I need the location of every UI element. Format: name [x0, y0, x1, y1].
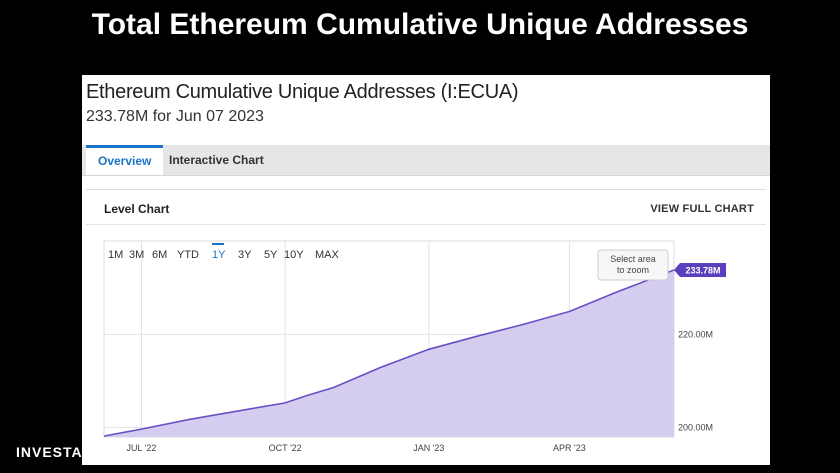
x-tick-label: JUL '22	[127, 443, 157, 453]
tab-bar: Overview Interactive Chart	[82, 145, 770, 176]
brand-logo-text: INVESTA	[16, 444, 83, 460]
range-button-10y[interactable]: 10Y	[284, 249, 304, 261]
range-button-ytd[interactable]: YTD	[177, 249, 199, 261]
card-subtitle: 233.78M for Jun 07 2023	[86, 108, 264, 125]
last-value-pointer	[674, 263, 680, 278]
series-line	[103, 269, 675, 437]
range-button-1y[interactable]: 1Y	[212, 249, 226, 261]
chart-card: Ethereum Cumulative Unique Addresses (I:…	[82, 75, 770, 465]
slide-title: Total Ethereum Cumulative Unique Address…	[91, 8, 749, 41]
chart-panel: Level Chart VIEW FULL CHART 1M 3M 6M YTD 1Y 3…	[86, 189, 766, 465]
zoom-hint-line1: Select area	[610, 254, 656, 264]
range-button-1m[interactable]: 1M	[108, 249, 123, 261]
card-title: Ethereum Cumulative Unique Addresses (I:…	[86, 81, 519, 103]
range-button-6m[interactable]: 6M	[152, 249, 167, 261]
range-button-3y[interactable]: 3Y	[238, 249, 252, 261]
x-tick-label: JAN '23	[413, 443, 444, 453]
view-full-chart-link[interactable]: VIEW FULL CHART	[650, 203, 754, 215]
zoom-hint-line2: to zoom	[617, 265, 649, 275]
x-tick-label: OCT '22	[269, 443, 302, 453]
series-area	[104, 270, 674, 437]
level-chart[interactable]: 1M 3M 6M YTD 1Y 3Y 5Y 10Y MAX Select area to zoo…	[86, 190, 766, 465]
range-button-max[interactable]: MAX	[315, 249, 340, 261]
range-button-3m[interactable]: 3M	[129, 249, 144, 261]
last-value-label: 233.78M	[685, 266, 720, 276]
panel-divider	[86, 224, 766, 225]
zoom-hint: Select area to zoom	[597, 249, 669, 281]
last-value-badge	[680, 263, 726, 278]
panel-title: Level Chart	[104, 202, 170, 216]
range-active-indicator	[212, 243, 224, 245]
y-tick-label: 220.00M	[678, 329, 713, 339]
y-tick-label: 200.00M	[678, 423, 713, 433]
range-button-5y[interactable]: 5Y	[264, 249, 278, 261]
tab-interactive-chart[interactable]: Interactive Chart	[169, 153, 264, 167]
tab-overview[interactable]: Overview	[86, 145, 164, 175]
x-tick-label: APR '23	[553, 443, 586, 453]
